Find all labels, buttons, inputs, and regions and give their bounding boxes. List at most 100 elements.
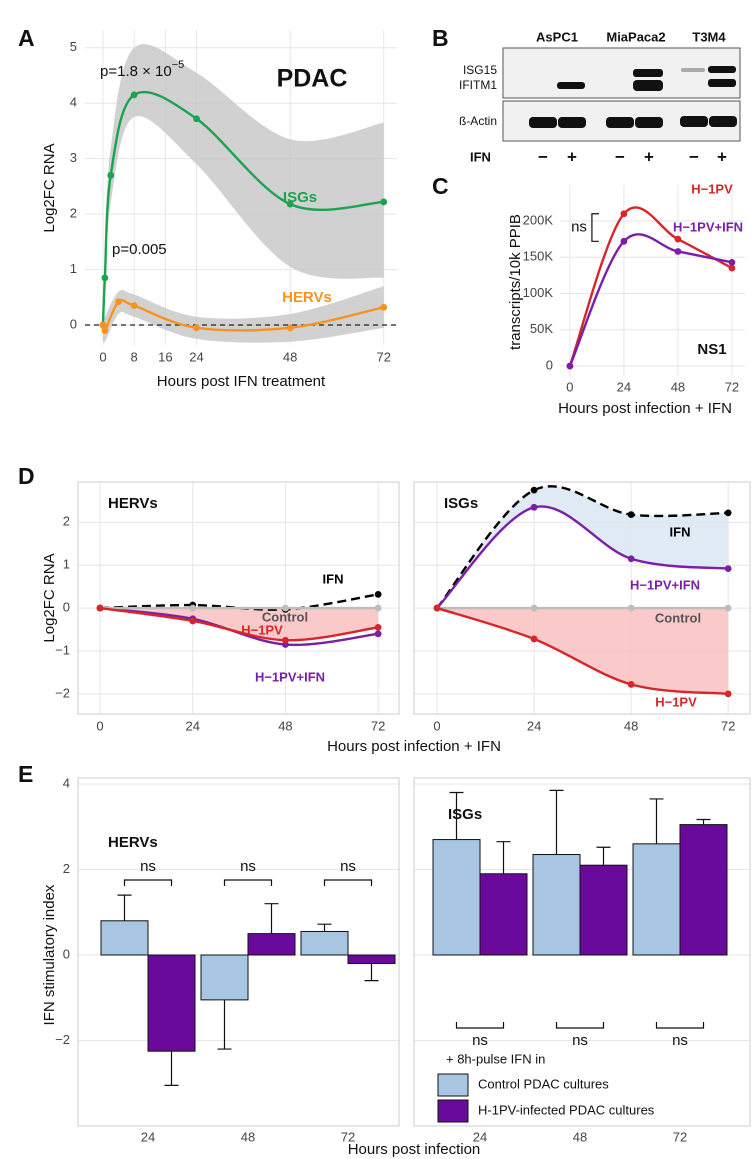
x-tick-label: 24 — [189, 349, 203, 364]
y-axis-label: Log2FC RNA — [41, 143, 58, 232]
line — [568, 233, 733, 367]
point — [193, 115, 200, 123]
point — [115, 298, 122, 306]
bar — [200, 954, 249, 1001]
y-tick-label: 0 — [63, 600, 70, 615]
band — [633, 80, 663, 91]
panel-letter: E — [18, 761, 33, 787]
x-tick-label: 48 — [573, 1129, 587, 1144]
band — [557, 82, 585, 89]
y-tick-label: 4 — [63, 775, 70, 790]
error-bar — [364, 963, 379, 982]
point — [286, 324, 294, 332]
x-tick-label: 16 — [158, 349, 172, 364]
panel-letter: B — [432, 25, 449, 51]
y-axis-label: Log2FC RNA — [41, 553, 58, 642]
confidence-band — [102, 286, 384, 343]
band — [606, 117, 634, 128]
series-label: H−1PV — [241, 622, 283, 637]
panel-letter: C — [432, 173, 449, 199]
point — [627, 555, 635, 563]
point — [530, 635, 538, 643]
point — [101, 274, 109, 282]
x-tick-label: 0 — [566, 379, 573, 394]
y-tick-label: 150K — [523, 249, 554, 264]
point — [130, 91, 138, 99]
x-axis-label: Hours post infection + IFN — [558, 400, 732, 417]
x-tick-label: 48 — [671, 379, 685, 394]
bar — [579, 864, 628, 956]
y-tick-label: 100K — [523, 285, 554, 300]
point — [96, 604, 104, 612]
significance-bracket — [223, 879, 273, 886]
point — [193, 324, 200, 332]
lane-sign: − — [615, 147, 625, 166]
point — [724, 565, 732, 573]
bar — [632, 843, 681, 956]
point — [530, 604, 538, 612]
bracket-label: ns — [240, 858, 256, 875]
x-tick-label: 24 — [473, 1129, 487, 1144]
panel-letter: A — [18, 25, 35, 51]
x-tick-label: 48 — [278, 718, 292, 733]
point — [627, 511, 635, 518]
x-tick-label: 8 — [131, 349, 138, 364]
series-label: H−1PV+IFN — [630, 577, 700, 592]
bar — [100, 920, 149, 956]
cell-line: T3M4 — [692, 29, 726, 44]
legend-title: + 8h-pulse IFN in — [446, 1051, 545, 1066]
y-tick-label: 2 — [63, 861, 70, 876]
point — [374, 630, 382, 638]
line — [436, 606, 729, 696]
significance-bracket — [455, 1022, 505, 1029]
y-tick-label: 2 — [70, 206, 77, 221]
protein-label: ISG15 — [463, 63, 497, 77]
cell-line: AsPC1 — [536, 29, 578, 44]
bracket-label: ns — [672, 1032, 688, 1049]
panel-letter: D — [18, 463, 35, 489]
band — [708, 66, 736, 73]
significance-bracket — [655, 1022, 705, 1029]
y-axis-label: IFN stimulatory index — [41, 884, 58, 1025]
y-tick-label: 50K — [530, 321, 553, 336]
lane-sign: + — [717, 147, 727, 166]
band — [709, 116, 737, 127]
band — [708, 79, 736, 87]
error-bar — [117, 894, 132, 921]
series-label: H−1PV — [655, 694, 697, 709]
point — [107, 171, 115, 179]
line — [436, 505, 729, 609]
bar — [300, 930, 349, 956]
bracket-label: ns — [571, 219, 587, 236]
error-bar — [549, 789, 564, 855]
y-tick-label: 1 — [70, 261, 77, 276]
bracket-label: ns — [472, 1032, 488, 1049]
annotation: p=1.8 × 10−5 — [100, 59, 184, 80]
error-bar — [317, 923, 332, 932]
y-tick-label: 1 — [63, 557, 70, 572]
y-tick-label: 2 — [63, 514, 70, 529]
x-tick-label: 48 — [283, 349, 297, 364]
bar — [432, 839, 481, 956]
protein-label: ß-Actin — [459, 114, 497, 128]
x-tick-label: 72 — [725, 379, 739, 394]
series-label: H−1PV+IFN — [255, 669, 325, 684]
series-label: H−1PV — [691, 181, 733, 196]
point — [724, 690, 732, 698]
point — [674, 235, 682, 243]
point — [286, 200, 294, 208]
point — [380, 198, 388, 206]
y-axis-label: transcripts/10k PPIB — [507, 214, 524, 350]
error-bar — [496, 841, 511, 874]
annotation-text: p=0.005 — [112, 241, 167, 258]
point — [620, 237, 628, 245]
x-tick-label: 48 — [624, 718, 638, 733]
panel-frame — [77, 481, 400, 715]
band — [529, 117, 557, 128]
chart-title: HERVs — [108, 495, 158, 512]
bracket-label: ns — [572, 1032, 588, 1049]
annotation-exponent: −5 — [172, 59, 185, 71]
x-tick-label: 72 — [721, 718, 735, 733]
point — [101, 327, 109, 334]
chart-title: ISGs — [444, 495, 478, 512]
